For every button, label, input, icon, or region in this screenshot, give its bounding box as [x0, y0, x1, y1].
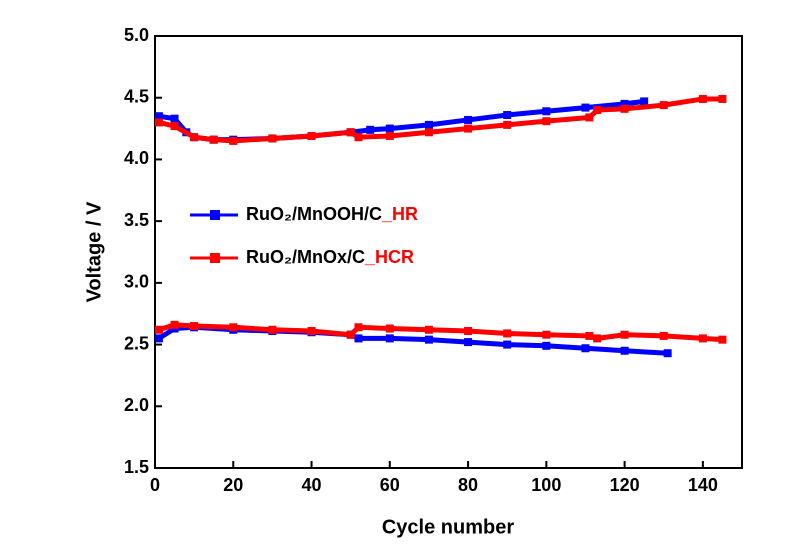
plot-frame — [154, 35, 743, 469]
data-point — [154, 118, 163, 127]
x-tick-label: 120 — [610, 475, 640, 495]
data-point — [659, 331, 668, 340]
data-point — [170, 122, 179, 131]
data-point — [346, 330, 355, 339]
data-point — [464, 338, 473, 347]
data-point — [581, 103, 590, 112]
data-point — [170, 114, 179, 123]
data-point — [698, 94, 707, 103]
data-point — [307, 326, 316, 335]
data-point — [154, 325, 163, 334]
x-tick-label: 100 — [531, 475, 561, 495]
data-point — [620, 99, 629, 108]
data-point — [620, 330, 629, 339]
data-point — [424, 120, 433, 129]
data-point — [354, 133, 363, 142]
data-point — [620, 104, 629, 113]
x-tick-label: 20 — [223, 475, 243, 495]
data-point — [385, 324, 394, 333]
x-tick-label: 140 — [688, 475, 718, 495]
y-tick-label: 2.0 — [124, 395, 149, 415]
legend-marker — [210, 253, 220, 263]
data-point — [542, 117, 551, 126]
y-tick-label: 4.0 — [124, 148, 149, 168]
data-point — [542, 341, 551, 350]
data-point — [154, 112, 163, 121]
data-point — [307, 131, 316, 140]
data-point — [663, 349, 672, 358]
x-tick-label: 60 — [380, 475, 400, 495]
data-point — [385, 334, 394, 343]
data-point — [593, 106, 602, 115]
data-point — [385, 131, 394, 140]
data-point — [354, 323, 363, 332]
data-point — [354, 334, 363, 343]
data-point — [503, 340, 512, 349]
data-point — [503, 110, 512, 119]
data-point — [190, 133, 199, 142]
data-point — [640, 97, 649, 106]
data-point — [585, 113, 594, 122]
data-point — [268, 325, 277, 334]
data-point — [229, 136, 238, 145]
data-point — [593, 334, 602, 343]
data-point — [581, 344, 590, 353]
x-tick-label: 40 — [302, 475, 322, 495]
data-point — [424, 128, 433, 137]
data-point — [542, 107, 551, 116]
data-point — [366, 125, 375, 134]
y-tick-label: 3.0 — [124, 272, 149, 292]
data-point — [154, 334, 163, 343]
data-point — [190, 322, 199, 331]
data-point — [170, 320, 179, 329]
data-point — [718, 94, 727, 103]
legend-marker — [210, 210, 220, 220]
data-point — [424, 325, 433, 334]
x-tick-label: 0 — [150, 475, 160, 495]
y-tick-label: 2.5 — [124, 333, 149, 353]
y-tick-label: 3.5 — [124, 210, 149, 230]
y-tick-label: 5.0 — [124, 25, 149, 45]
legend-label: RuO₂/MnOx/C_HCR — [246, 247, 414, 267]
data-point — [229, 323, 238, 332]
x-axis-label: Cycle number — [382, 516, 514, 538]
data-point — [620, 346, 629, 355]
data-point — [698, 334, 707, 343]
data-point — [464, 115, 473, 124]
data-point — [209, 135, 218, 144]
data-point — [503, 329, 512, 338]
y-tick-label: 4.5 — [124, 86, 149, 106]
data-point — [385, 124, 394, 133]
data-point — [503, 120, 512, 129]
data-point — [346, 128, 355, 137]
series-line — [158, 96, 723, 144]
data-point — [424, 335, 433, 344]
data-point — [464, 326, 473, 335]
data-point — [268, 134, 277, 143]
data-point — [585, 331, 594, 340]
data-point — [659, 101, 668, 110]
data-point — [542, 330, 551, 339]
data-point — [718, 335, 727, 344]
y-tick-label: 1.5 — [124, 457, 149, 477]
data-point — [464, 124, 473, 133]
y-axis-label: Voltage / V — [83, 201, 105, 302]
legend-label: RuO₂/MnOOH/C_HR — [246, 204, 418, 224]
x-tick-label: 80 — [458, 475, 478, 495]
